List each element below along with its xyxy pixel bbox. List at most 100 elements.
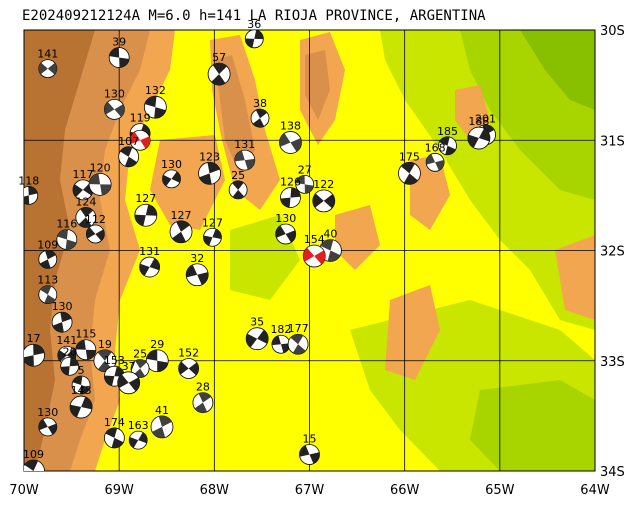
event-depth-label: 188: [468, 115, 489, 128]
event-depth-label: 39: [112, 36, 126, 49]
focal-mechanism-beachball: [134, 203, 158, 227]
focal-mechanism-beachball: [245, 327, 269, 351]
event-depth-label: 28: [196, 381, 210, 394]
event-depth-label: 153: [104, 354, 125, 367]
focal-mechanism-beachball: [93, 349, 117, 373]
focal-mechanism-beachball: [398, 161, 421, 185]
longitude-tick-label: 64W: [580, 483, 610, 498]
focal-mechanism-beachball: [24, 459, 45, 471]
focal-mechanism-beachball: [117, 371, 141, 395]
event-depth-label: 115: [75, 328, 96, 341]
focal-mechanism-beachball: [150, 415, 174, 439]
focal-mechanism-beachball: [38, 59, 58, 78]
event-depth-label: 122: [313, 178, 334, 191]
event-depth-label: 15: [303, 432, 317, 445]
focal-mechanism-beachball: [244, 30, 264, 49]
event-depth-label: 174: [104, 416, 125, 429]
focal-mechanism-beachball: [228, 180, 248, 200]
focal-mechanism-beachball: [75, 207, 97, 228]
focal-mechanism-beachball: [169, 220, 193, 244]
event-depth-label: 131: [234, 138, 255, 151]
focal-mechanism-beachball: [467, 126, 491, 150]
focal-mechanism-beachball: [108, 47, 130, 68]
focal-mechanism-beachball: [143, 95, 167, 119]
event-depth-label: 185: [437, 125, 458, 138]
mountain-area: [305, 50, 330, 120]
event-depth-label: 124: [75, 195, 96, 208]
event-depth-label: 201: [475, 113, 496, 126]
event-depth-label: 35: [250, 316, 264, 329]
event-depth-label: 36: [247, 18, 261, 31]
event-depth-label: 109: [37, 238, 58, 251]
event-depth-label: 182: [270, 323, 291, 336]
event-depth-label: 130: [161, 158, 182, 171]
event-depth-label: 123: [199, 150, 220, 163]
event-depth-label: 130: [37, 406, 58, 419]
map-title: E202409212124A M=6.0 h=141 LA RIOJA PROV…: [22, 8, 486, 24]
focal-mechanism-beachball: [425, 152, 445, 172]
focal-mechanism-layer: [24, 30, 496, 471]
longitude-axis: 70W 69W 68W 67W 66W 65W 64W: [9, 483, 610, 498]
event-depth-label: 141: [56, 334, 77, 347]
event-depth-label: 17: [27, 332, 41, 345]
focal-mechanism-beachball: [128, 430, 148, 450]
event-depth-label: 175: [399, 150, 420, 163]
focal-mechanism-beachball: [104, 98, 125, 120]
longitude-tick-label: 66W: [390, 483, 420, 498]
event-depth-label: 127: [202, 216, 223, 229]
main-event-depth-label: 154: [304, 233, 325, 246]
event-depth-label: 141: [37, 48, 58, 61]
longitude-tick-label: 65W: [485, 483, 515, 498]
event-depth-label: 27: [298, 163, 312, 176]
focal-mechanism-beachball: [279, 131, 302, 154]
event-depth-label: 113: [37, 274, 58, 287]
longitude-tick-label: 70W: [9, 483, 39, 498]
event-depth-label: 57: [212, 51, 226, 64]
event-depth-label: 25: [231, 169, 245, 182]
event-depth-label: 130: [52, 300, 73, 313]
event-depth-label: 120: [90, 161, 111, 174]
longitude-tick-label: 68W: [200, 483, 230, 498]
focal-mechanism-beachball: [192, 392, 214, 414]
focal-mechanism-beachball: [38, 417, 58, 437]
focal-mechanism-beachball: [280, 187, 301, 208]
focal-mechanism-beachball: [207, 62, 231, 86]
event-depth-label: 109: [23, 448, 44, 461]
main-event-beachball: [302, 244, 326, 268]
event-depth-label: 37: [122, 360, 136, 373]
event-depth-label: 5: [78, 364, 85, 377]
event-depth-label: 131: [139, 245, 160, 258]
focal-mechanism-beachball: [104, 427, 125, 449]
focal-mechanism-beachball: [295, 174, 315, 194]
focal-mechanism-beachball: [250, 108, 270, 128]
focal-mechanism-beachball: [75, 339, 97, 361]
event-depth-label: 168: [425, 141, 446, 154]
focal-mechanism-beachball: [275, 223, 297, 245]
focal-mechanism-beachball: [88, 172, 112, 196]
latitude-axis: 30S 31S 32S 33S 34S: [600, 24, 625, 480]
focal-mechanism-beachball: [139, 256, 161, 278]
event-depth-label: 41: [155, 404, 169, 417]
event-depth-label: 163: [128, 419, 149, 432]
hill-area: [385, 285, 440, 380]
event-depth-label: 152: [178, 346, 199, 359]
focal-mechanism-beachball: [234, 149, 256, 171]
event-depth-label: 119: [130, 112, 151, 125]
event-depth-label: 127: [171, 209, 192, 222]
focal-mechanism-beachball: [56, 229, 78, 250]
hill-area: [150, 135, 225, 230]
event-depth-label: 107: [118, 135, 139, 148]
event-depth-label: 117: [73, 168, 94, 181]
latitude-tick-label: 33S: [600, 355, 625, 370]
green-dark-area: [520, 30, 595, 110]
focal-mechanism-beachball: [178, 358, 200, 379]
map-frame: [23, 29, 596, 472]
focal-mechanism-beachball: [69, 395, 93, 419]
latitude-tick-label: 31S: [600, 134, 625, 149]
event-depth-label: 116: [56, 217, 77, 230]
event-depth-label: 143: [71, 384, 92, 397]
focal-mechanism-beachball: [38, 249, 58, 269]
